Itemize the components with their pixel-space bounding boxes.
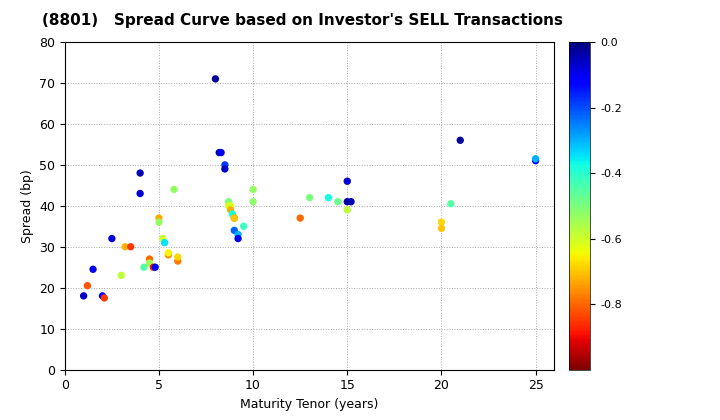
Point	[120, 243, 131, 250]
Point	[153, 215, 165, 221]
Point	[125, 243, 137, 250]
Point	[106, 235, 117, 242]
Point	[238, 223, 249, 230]
Point	[81, 282, 93, 289]
Point	[210, 76, 221, 82]
Point	[228, 227, 240, 234]
Point	[172, 258, 184, 265]
Point	[341, 207, 353, 213]
Point	[341, 178, 353, 184]
Point	[332, 198, 343, 205]
Point	[445, 200, 456, 207]
Point	[248, 198, 259, 205]
Point	[96, 292, 108, 299]
Point	[341, 198, 353, 205]
Point	[150, 264, 161, 270]
Point	[436, 225, 447, 232]
Point	[99, 294, 110, 301]
Point	[233, 231, 244, 238]
Point	[323, 194, 334, 201]
Point	[530, 155, 541, 162]
Point	[172, 254, 184, 260]
Point	[148, 264, 159, 270]
Point	[228, 215, 240, 221]
Point	[135, 170, 146, 176]
Point	[213, 149, 225, 156]
Y-axis label: Spread (bp): Spread (bp)	[21, 169, 34, 243]
Point	[138, 264, 150, 270]
Point	[87, 266, 99, 273]
Point	[227, 210, 238, 217]
Point	[159, 239, 171, 246]
Point	[223, 198, 235, 205]
Point	[144, 256, 156, 262]
Point	[163, 249, 174, 256]
Point	[341, 178, 353, 184]
Point	[115, 272, 127, 279]
X-axis label: Maturity Tenor (years): Maturity Tenor (years)	[240, 398, 379, 411]
Point	[219, 161, 230, 168]
Point	[163, 252, 174, 258]
Point	[78, 292, 89, 299]
Point	[346, 198, 357, 205]
Point	[530, 158, 541, 164]
Point	[248, 186, 259, 193]
Point	[219, 165, 230, 172]
Point	[153, 219, 165, 226]
Point	[215, 149, 227, 156]
Point	[157, 235, 168, 242]
Point	[144, 260, 156, 266]
Point	[135, 190, 146, 197]
Point	[233, 235, 244, 242]
Point	[225, 202, 236, 209]
Point	[228, 215, 240, 221]
Point	[304, 194, 315, 201]
Point	[294, 215, 306, 221]
Point	[223, 202, 235, 209]
Text: (8801)   Spread Curve based on Investor's SELL Transactions: (8801) Spread Curve based on Investor's …	[42, 13, 563, 28]
Point	[454, 137, 466, 144]
Point	[225, 207, 236, 213]
Point	[436, 219, 447, 226]
Point	[168, 186, 180, 193]
